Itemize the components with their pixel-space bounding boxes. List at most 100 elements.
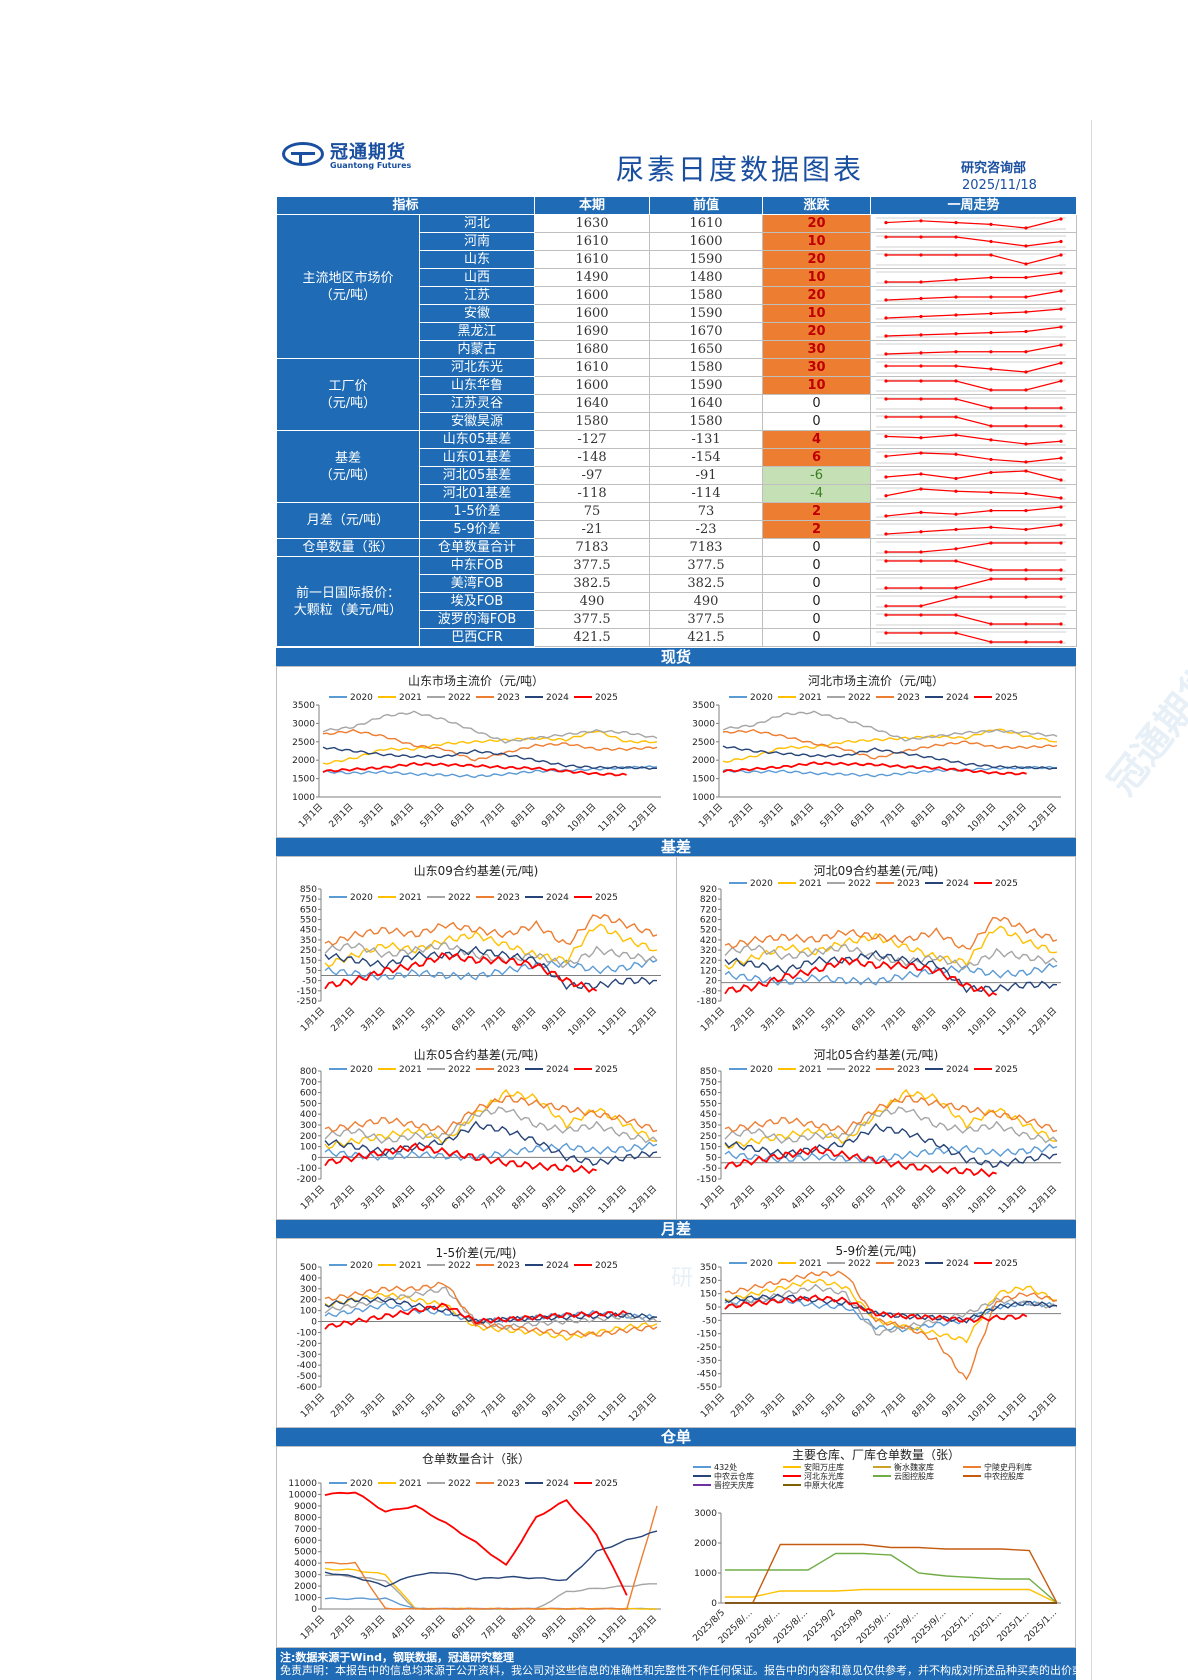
sparkline-chart xyxy=(876,397,1067,410)
sparkline-point xyxy=(1024,226,1028,230)
sparkline-point xyxy=(1024,388,1028,392)
sparkline-point xyxy=(989,295,993,299)
series-line-2023 xyxy=(722,728,1058,760)
sparkline-point xyxy=(954,631,958,635)
table-row: 主流地区市场价 （元/吨） 河北 1630 1610 20 xyxy=(276,214,1078,359)
y-tick-label: 11000 xyxy=(288,1479,317,1489)
y-tick-label: -180 xyxy=(697,997,718,1007)
sparkline-point xyxy=(1059,406,1063,410)
row-sparkline xyxy=(870,430,1078,449)
row-name: 河北东光 xyxy=(418,358,536,377)
series-line-2022 xyxy=(324,942,658,969)
y-tick-label: 2000 xyxy=(694,1539,717,1549)
legend-label: 衡水魏家库 xyxy=(894,1462,934,1472)
sparkline-point xyxy=(919,333,923,337)
spot-panel: 山东市场主流价（元/吨） 2020 2021 2022 2023 2024 2025 1000… xyxy=(276,666,1076,838)
y-tick-label: 250 xyxy=(300,946,317,956)
sparkline-line xyxy=(885,434,1062,445)
report-page: 冠通期货 Guantong Futures 尿素日度数据图表 研究咨询部 202… xyxy=(275,120,1188,1680)
legend-label: 2020 xyxy=(750,1259,773,1269)
sparkline-point xyxy=(919,530,923,534)
row-current: -21 xyxy=(534,520,651,539)
sparkline-point xyxy=(1024,568,1028,572)
sparkline-chart xyxy=(876,613,1067,626)
row-name: 江苏灵谷 xyxy=(418,394,536,413)
legend-label: 河北东光库 xyxy=(804,1471,844,1481)
logo-cn: 冠通期货 xyxy=(330,142,406,163)
sparkline-chart xyxy=(876,235,1067,248)
series-line-2024 xyxy=(724,1293,1058,1324)
series-line-2025 xyxy=(724,1294,1028,1323)
series-line-2025 xyxy=(322,761,627,777)
series-line-2020 xyxy=(724,1297,1058,1333)
group-label: 前一日国际报价： 大颗粒（美元/吨） xyxy=(276,556,420,647)
row-change: 10 xyxy=(762,376,872,395)
y-tick-label: 4000 xyxy=(294,1559,317,1569)
legend-label: 2021 xyxy=(399,893,422,903)
legend-label: 中原大化库 xyxy=(804,1480,844,1490)
series-line-2020 xyxy=(324,1141,658,1162)
x-tick-label: 9月1日 xyxy=(939,801,968,830)
table-row: 月差（元/吨） 1-5价差 75 73 2 xyxy=(276,502,1078,539)
sparkline-chart xyxy=(876,541,1067,554)
sparkline-point xyxy=(1059,439,1063,443)
row-previous: 421.5 xyxy=(649,628,764,647)
row-change: 0 xyxy=(762,628,872,647)
sparkline-point xyxy=(954,489,958,493)
x-tick-label: 3月1日 xyxy=(359,1613,388,1642)
page-border-line xyxy=(1091,120,1092,1680)
sparkline-point xyxy=(919,550,923,554)
chart-title: 1-5价差(元/吨) xyxy=(435,1246,516,1260)
sparkline-chart xyxy=(876,271,1067,284)
legend-label: 中农云仓库 xyxy=(714,1471,754,1481)
sparkline-chart xyxy=(876,217,1067,230)
row-sparkline xyxy=(870,340,1078,359)
x-tick-label: 2月1日 xyxy=(729,1391,758,1420)
legend-label: 2022 xyxy=(448,1479,471,1489)
sparkline-point xyxy=(1024,310,1028,314)
sparkline-chart xyxy=(876,325,1067,338)
legend-label: 2021 xyxy=(399,1479,422,1489)
legend-label: 2020 xyxy=(350,1261,373,1271)
row-name: 河北 xyxy=(418,214,536,233)
table-row: 美湾FOB 382.5 382.5 0 xyxy=(277,574,1078,593)
table-row: 安徽昊源 1580 1580 0 xyxy=(277,412,1078,431)
sparkline-point xyxy=(954,397,958,401)
legend-label: 2024 xyxy=(546,1479,569,1489)
sparkline-point xyxy=(1024,406,1028,410)
sparkline-line xyxy=(885,470,1062,481)
y-tick-label: 50 xyxy=(306,966,318,976)
y-tick-label: 1000 xyxy=(692,793,715,803)
x-tick-label: 6月1日 xyxy=(849,1183,878,1212)
sparkline-point xyxy=(1059,456,1063,460)
y-tick-label: -100 xyxy=(297,1164,318,1174)
sparkline-point xyxy=(989,457,993,462)
y-tick-label: 550 xyxy=(300,916,317,926)
x-tick-label: 2月1日 xyxy=(727,801,756,830)
spread-panel: 1-5价差(元/吨) 2020 2021 2022 2023 2024 2025 -600 -5… xyxy=(276,1238,1076,1428)
x-tick-label: 8月1日 xyxy=(510,1613,539,1642)
legend-label: 2020 xyxy=(750,1065,773,1075)
row-sparkline xyxy=(870,358,1078,377)
y-tick-label: -200 xyxy=(297,1339,318,1349)
row-name: 山东华鲁 xyxy=(418,376,536,395)
x-tick-label: 6月1日 xyxy=(449,1391,478,1420)
sparkline-point xyxy=(1059,307,1063,311)
row-current: 377.5 xyxy=(534,556,651,575)
row-current: 7183 xyxy=(534,538,651,557)
row-current: 421.5 xyxy=(534,628,651,647)
legend-label: 432处 xyxy=(714,1462,737,1472)
table-row: 巴西CFR 421.5 421.5 0 xyxy=(277,628,1078,647)
sparkline-chart xyxy=(876,289,1067,302)
row-sparkline xyxy=(870,412,1078,431)
sparkline-point xyxy=(954,527,958,532)
row-previous: 1480 xyxy=(649,268,764,287)
sparkline-point xyxy=(1059,505,1063,509)
sparkline-point xyxy=(884,494,888,498)
col-header-indicator: 指标 xyxy=(275,196,536,215)
x-tick-label: 11月1日 xyxy=(996,1391,1029,1424)
legend-label: 晋控天庆库 xyxy=(714,1480,754,1490)
series-line-云图控股库 xyxy=(725,1552,1058,1604)
y-tick-label: 100 xyxy=(300,1143,317,1153)
legend-label: 2023 xyxy=(897,693,920,703)
